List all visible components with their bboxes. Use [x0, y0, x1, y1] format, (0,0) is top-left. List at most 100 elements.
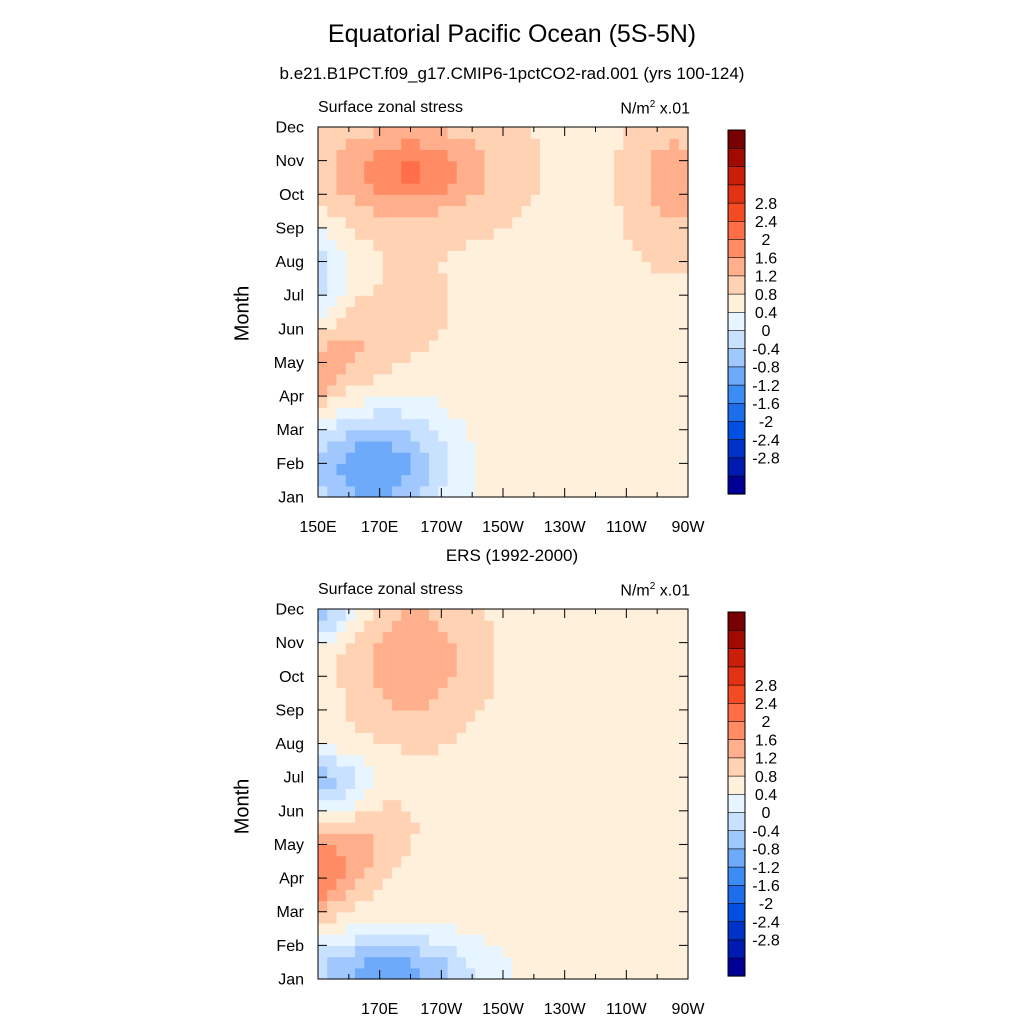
colorbar-label: 2.8 [755, 678, 777, 695]
contour-cell [558, 160, 569, 173]
contour-cell [503, 362, 513, 375]
contour-cell [503, 227, 513, 240]
contour-cell [540, 777, 550, 789]
contour-cell [512, 317, 523, 330]
contour-cell [345, 452, 356, 464]
contour-cell [567, 642, 578, 655]
contour-cell [614, 239, 624, 251]
contour-cell [530, 149, 541, 162]
contour-cell [595, 620, 606, 633]
contour-cell [373, 216, 384, 229]
contour-cell [336, 900, 347, 913]
contour-cell [604, 384, 615, 397]
contour-cell [512, 844, 523, 857]
contour-cell [401, 183, 412, 195]
contour-cell [632, 440, 643, 453]
contour-cell [521, 777, 532, 789]
contour-cell [540, 351, 550, 364]
contour-cell [456, 418, 467, 431]
contour-cell [521, 698, 532, 711]
contour-cell [540, 889, 550, 902]
contour-cell [419, 205, 430, 218]
contour-cell [632, 396, 643, 408]
contour-cell [641, 407, 652, 420]
colorbar-swatch [727, 611, 746, 631]
contour-cell [567, 127, 578, 139]
contour-cell [669, 765, 680, 778]
contour-cell [429, 934, 439, 946]
contour-cell [401, 911, 412, 924]
contour-cell [521, 620, 532, 633]
contour-cell [641, 283, 652, 296]
contour-cell [549, 833, 560, 846]
contour-cell [327, 676, 338, 689]
contour-cell [466, 653, 476, 666]
contour-cell [641, 216, 652, 229]
contour-cell [512, 721, 523, 733]
contour-cell [447, 642, 458, 655]
contour-cell [318, 653, 328, 666]
contour-cell [521, 676, 532, 689]
contour-cell [669, 698, 680, 711]
contour-cell [623, 878, 634, 890]
contour-cell [419, 934, 430, 946]
contour-cell [401, 956, 412, 969]
contour-cell [623, 183, 634, 195]
contour-cell [447, 810, 458, 823]
contour-cell [419, 754, 430, 767]
contour-cell [678, 127, 689, 139]
contour-cell [660, 340, 671, 352]
contour-cell [632, 934, 643, 946]
contour-cell [429, 631, 439, 644]
contour-cell [364, 631, 375, 644]
contour-cell [401, 227, 412, 240]
contour-cell [429, 362, 439, 375]
contour-cell [604, 665, 615, 677]
contour-cell [595, 653, 606, 666]
contour-cell [456, 844, 467, 857]
contour-cell [521, 306, 532, 319]
contour-cell [456, 799, 467, 812]
contour-cell [336, 429, 347, 442]
contour-cell [604, 171, 615, 184]
contour-cell [614, 698, 624, 711]
contour-cell [327, 822, 338, 834]
contour-cell [466, 822, 476, 834]
contour-cell [336, 194, 347, 207]
contour-cell [438, 272, 449, 285]
contour-cell [632, 922, 643, 935]
contour-cell [632, 328, 643, 341]
contour-cell [493, 911, 504, 924]
contour-cell [623, 250, 634, 263]
contour-cell [521, 866, 532, 879]
contour-cell [549, 317, 560, 330]
contour-cell [549, 340, 560, 352]
contour-cell [392, 653, 402, 666]
contour-cell [484, 160, 495, 173]
contour-cell [558, 743, 569, 756]
contour-cell [604, 272, 615, 285]
contour-cell [345, 709, 356, 722]
contour-cell [318, 855, 328, 868]
contour-cell [549, 698, 560, 711]
contour-cell [512, 709, 523, 722]
contour-cell [567, 250, 578, 263]
contour-cell [493, 620, 504, 633]
contour-cell [336, 878, 347, 890]
colorbar-swatch [727, 439, 746, 459]
contour-cell [327, 138, 338, 151]
contour-cell [577, 631, 587, 644]
contour-cell [401, 283, 412, 296]
contour-cell [651, 216, 661, 229]
y-tick-label: Oct [279, 669, 304, 686]
contour-cell [586, 967, 597, 980]
contour-cell [669, 721, 680, 733]
contour-cell [641, 810, 652, 823]
contour-cell [364, 474, 375, 487]
contour-cell [614, 328, 624, 341]
contour-cell [641, 474, 652, 487]
contour-cell [336, 709, 347, 722]
contour-cell [456, 373, 467, 386]
contour-cell [614, 900, 624, 913]
contour-cell [438, 631, 449, 644]
